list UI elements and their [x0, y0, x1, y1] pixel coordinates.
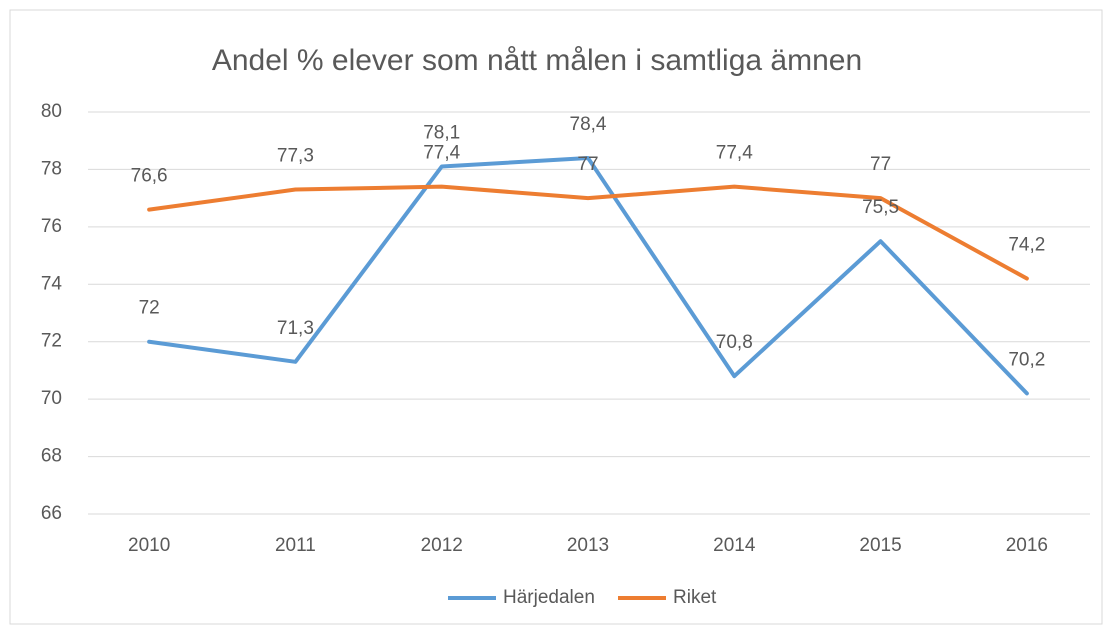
data-label: 77,3 [277, 146, 314, 167]
x-tick-label: 2014 [713, 535, 756, 556]
series-line [147, 184, 1029, 281]
y-tick-label: 68 [41, 446, 62, 467]
data-label: 75,5 [862, 197, 899, 218]
y-tick-label: 80 [41, 101, 62, 122]
y-tick-label: 78 [41, 158, 62, 179]
data-label: 74,2 [1008, 235, 1045, 256]
data-label: 78,1 [423, 123, 460, 144]
data-label: 70,8 [716, 332, 753, 353]
x-tick-label: 2012 [421, 535, 463, 556]
legend-label: Riket [673, 587, 717, 608]
y-tick-label: 76 [41, 216, 62, 237]
y-tick-label: 74 [41, 273, 63, 294]
y-tick-label: 70 [41, 388, 62, 409]
data-label: 77,4 [423, 143, 460, 164]
data-label: 71,3 [277, 318, 314, 339]
data-label: 78,4 [570, 114, 607, 135]
data-label: 77 [577, 154, 598, 175]
data-label: 72 [139, 298, 160, 319]
x-tick-label: 2015 [859, 535, 901, 556]
data-label: 77,4 [716, 143, 753, 164]
data-label: 77 [870, 154, 891, 175]
data-label: 70,2 [1008, 349, 1045, 370]
data-label: 76,6 [131, 166, 168, 187]
chart-title: Andel % elever som nått målen i samtliga… [212, 44, 862, 77]
chart-border [9, 9, 1103, 625]
x-tick-label: 2016 [1006, 535, 1048, 556]
series-line [147, 155, 1029, 396]
y-tick-label: 66 [41, 503, 62, 524]
x-tick-label: 2013 [567, 535, 609, 556]
x-tick-label: 2011 [275, 535, 316, 556]
legend-label: Härjedalen [503, 587, 595, 608]
x-tick-label: 2010 [128, 535, 170, 556]
y-tick-label: 72 [41, 331, 62, 352]
